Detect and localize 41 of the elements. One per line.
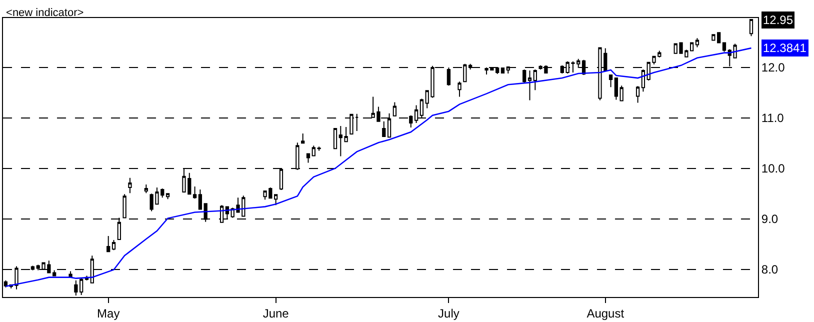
candlestick	[608, 74, 613, 88]
candlestick	[528, 70, 532, 101]
candlestick	[636, 86, 640, 104]
candlestick	[500, 66, 505, 74]
data-label: 12.3841	[763, 41, 807, 55]
candlestick	[722, 42, 726, 52]
chart-title: <new indicator>	[6, 7, 84, 19]
candlestick	[446, 66, 451, 86]
candlestick	[166, 193, 170, 200]
x-tick-label: June	[262, 306, 290, 320]
candlestick	[690, 42, 694, 52]
candlestick	[458, 81, 462, 98]
candlestick	[112, 239, 116, 251]
y-tick-label: 11.0	[761, 111, 784, 126]
candlestick	[614, 77, 618, 100]
candlestick	[306, 152, 310, 164]
x-tick-label: August	[586, 306, 625, 320]
candlestick	[122, 194, 126, 219]
candlestick	[392, 102, 397, 117]
candlestick	[106, 235, 110, 252]
candlestick	[128, 177, 132, 194]
candlestick	[333, 127, 338, 150]
candlestick	[620, 85, 624, 102]
candlestick	[198, 189, 202, 210]
candlestick	[522, 68, 526, 84]
y-tick-label: 9.0	[761, 212, 778, 226]
candlestick	[382, 120, 386, 138]
candlestick	[301, 133, 305, 144]
candlestick	[533, 68, 537, 91]
y-tick-label: 8.0	[761, 262, 778, 276]
candlestick	[52, 270, 56, 276]
candlestick	[144, 184, 148, 194]
x-tick-label: July	[438, 306, 460, 320]
candlestick	[695, 38, 700, 48]
x-tick-label: May	[97, 306, 120, 320]
candlestick	[192, 186, 197, 200]
y-tick-label: 10.0	[761, 162, 786, 176]
y-tick-label: 12.0	[761, 60, 786, 75]
text: 12.95	[763, 13, 794, 27]
line-series	[5, 47, 752, 288]
candlestick	[641, 68, 646, 92]
